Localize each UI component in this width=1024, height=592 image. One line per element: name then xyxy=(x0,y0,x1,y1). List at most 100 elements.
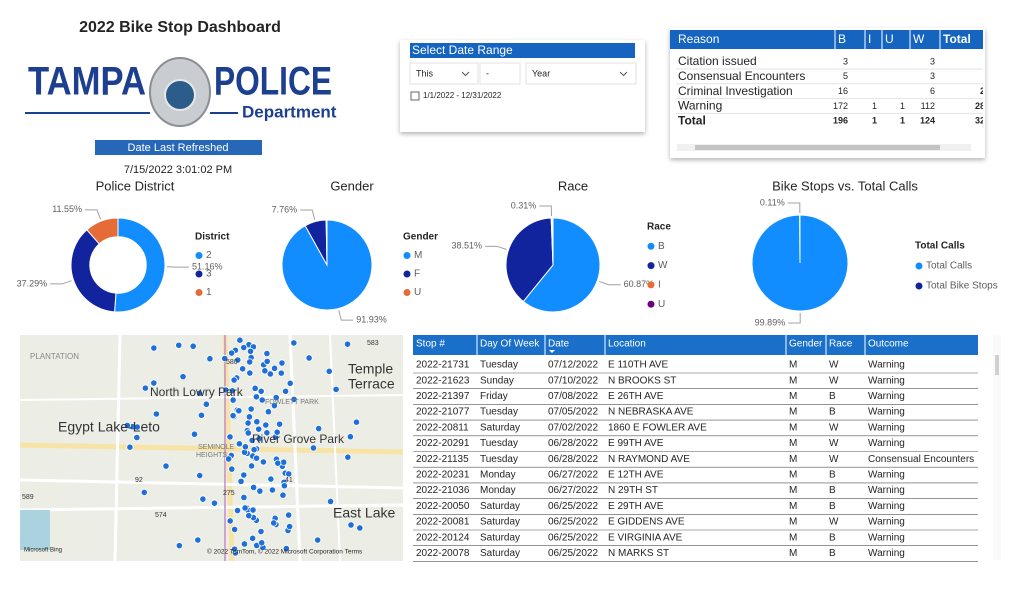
stops-cell: 06/27/2022 xyxy=(548,485,598,496)
logo-city: TAMPA xyxy=(28,60,146,104)
stops-cell: Warning xyxy=(868,532,905,543)
count-input[interactable] xyxy=(479,62,521,85)
map-provider: Microsoft Bing xyxy=(24,548,62,554)
stops-cell: M xyxy=(789,470,797,481)
stop-dot xyxy=(123,421,131,430)
stops-cell: W xyxy=(829,422,839,433)
stop-dot xyxy=(241,443,250,451)
legend-marker xyxy=(647,300,655,308)
stops-cell: 06/28/2022 xyxy=(548,438,598,449)
map-label: SEMINOLE xyxy=(198,444,235,451)
reason-count: 16 xyxy=(838,86,848,96)
stops-cell: B xyxy=(829,485,836,496)
road xyxy=(20,503,403,512)
legend-label: F xyxy=(414,269,420,280)
map-attribution: © 2022 TomTom, © 2022 Microsoft Corporat… xyxy=(207,548,363,556)
stop-dot xyxy=(352,418,361,426)
stop-dot xyxy=(267,475,275,483)
data-label: 91.93% xyxy=(356,315,387,325)
stop-dot xyxy=(194,536,202,544)
stops-cell: E 12TH AVE xyxy=(608,470,664,481)
stops-cell: 07/05/2022 xyxy=(548,407,598,418)
stops-cell: B xyxy=(829,470,836,481)
stops-cell: Warning xyxy=(868,517,905,528)
stops-cell: B xyxy=(829,548,836,559)
stops-cell: 2022-20231 xyxy=(416,470,470,481)
legend-marker xyxy=(647,262,655,270)
stops-cell: E 110TH AVE xyxy=(608,360,669,371)
total-count: 322 xyxy=(975,116,990,126)
stop-dot xyxy=(228,465,236,473)
stops-cell: B xyxy=(829,391,836,402)
stops-cell: Warning xyxy=(868,375,905,386)
stops-column-header: Stop # xyxy=(416,339,445,350)
stops-cell: Warning xyxy=(868,438,905,449)
leader-line xyxy=(787,202,801,214)
legend-title: Total Calls xyxy=(915,241,965,252)
stop-dot xyxy=(270,364,279,372)
unit-dropdown[interactable] xyxy=(525,62,637,85)
reason-count: 22 xyxy=(980,86,990,96)
stop-dot xyxy=(179,373,187,381)
stop-dot xyxy=(237,477,245,485)
stops-cell: 07/12/2022 xyxy=(548,360,598,371)
stops-cell: 06/28/2022 xyxy=(548,454,598,465)
stops-cell: Sunday xyxy=(480,375,514,386)
stops-cell: Warning xyxy=(868,391,905,402)
road xyxy=(20,478,403,490)
reason-column-header: W xyxy=(913,32,925,46)
stop-dot xyxy=(150,379,158,387)
stop-dot xyxy=(133,433,141,442)
stops-column-header: Day Of Week xyxy=(480,339,540,350)
legend-label: Total Calls xyxy=(926,261,972,272)
stop-dot xyxy=(162,462,170,470)
stop-dot xyxy=(276,420,284,428)
stops-cell: M xyxy=(789,517,797,528)
reason-count: 1 xyxy=(872,101,877,111)
logo-police: POLICE xyxy=(214,60,332,104)
reason-column-header: Total xyxy=(943,32,971,46)
stop-dot xyxy=(279,491,287,499)
stops-cell: N MARKS ST xyxy=(608,548,669,559)
total-label: Total xyxy=(678,113,706,127)
leader-line xyxy=(485,245,507,250)
reason-count: 286 xyxy=(975,101,990,111)
data-label: 60.87% xyxy=(624,279,655,289)
relative-dropdown[interactable] xyxy=(409,62,479,85)
reason-count: 172 xyxy=(833,101,848,111)
stops-cell: Tuesday xyxy=(480,360,518,371)
stop-dot xyxy=(229,396,237,404)
chevron xyxy=(461,71,470,77)
stop-dot xyxy=(264,408,272,416)
stop-dot xyxy=(272,394,280,402)
v-scroll-thumb[interactable] xyxy=(995,355,999,375)
stop-dot xyxy=(309,444,318,452)
legend-marker xyxy=(195,289,203,296)
stops-cell: 06/25/2022 xyxy=(548,548,598,559)
stops-cell: 06/25/2022 xyxy=(548,517,598,528)
stops-cell: M xyxy=(789,501,797,512)
map-label: Terrace xyxy=(348,376,395,392)
stop-dot xyxy=(246,358,254,366)
map-label: North Lowry Park xyxy=(150,385,244,399)
data-label: 99.89% xyxy=(755,317,786,327)
stops-cell: 06/25/2022 xyxy=(548,501,598,512)
stop-dot xyxy=(236,336,244,344)
stop-dot xyxy=(126,443,134,451)
stop-dot xyxy=(278,359,286,367)
stop-dot xyxy=(241,504,249,512)
stop-dot xyxy=(247,462,256,470)
stops-cell: Warning xyxy=(868,485,905,496)
water xyxy=(20,510,50,550)
refresh-label: Date Last Refreshed xyxy=(128,142,229,154)
stop-dot xyxy=(197,411,206,419)
leader-line xyxy=(338,310,354,321)
h-scroll-thumb[interactable] xyxy=(695,145,940,150)
stops-cell: M xyxy=(789,438,797,449)
stops-cell: 07/02/2022 xyxy=(548,422,598,433)
stop-dot xyxy=(270,519,278,527)
map-label: River Grove Park xyxy=(252,432,345,446)
chart-title: Gender xyxy=(330,178,374,193)
